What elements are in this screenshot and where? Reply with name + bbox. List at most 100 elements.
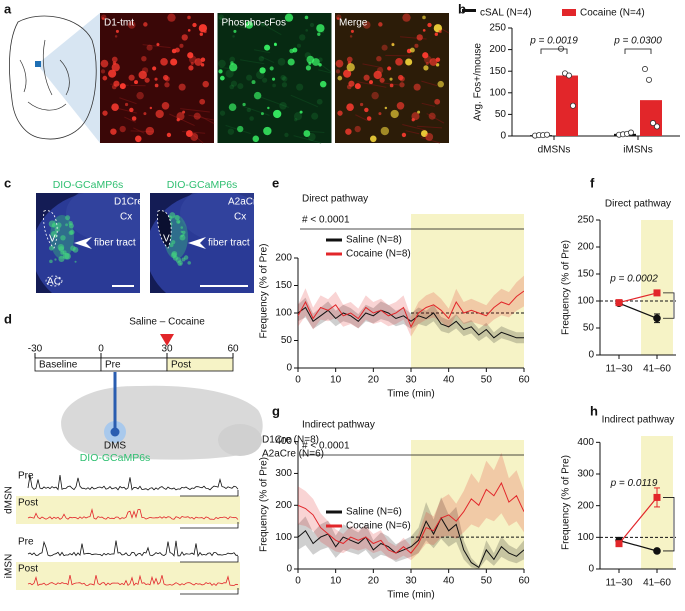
data-point <box>654 494 661 501</box>
timeline-tick-label: 30 <box>161 344 173 355</box>
x-tick-label: 11–30 <box>605 364 633 375</box>
x-tick-label: 20 <box>368 576 380 587</box>
cell <box>423 29 426 32</box>
cell <box>299 34 305 40</box>
cell <box>112 63 120 71</box>
cell <box>310 23 314 27</box>
x-tick-label: 0 <box>295 576 301 587</box>
region-label: Cx <box>120 212 132 223</box>
data-point <box>642 66 647 71</box>
cell <box>200 33 203 36</box>
phase-label: Post <box>171 360 191 371</box>
cell <box>267 107 269 109</box>
cell <box>167 133 171 137</box>
cell <box>129 75 135 81</box>
data-point <box>544 132 549 137</box>
data-point <box>646 77 651 82</box>
cell <box>253 136 260 143</box>
cell <box>246 75 252 81</box>
cell <box>320 81 326 87</box>
p-value: p = 0.0002 <box>609 274 658 285</box>
y-tick-label: 250 <box>489 23 506 34</box>
cell <box>273 110 281 118</box>
cell <box>317 33 320 36</box>
y-tick-label: 200 <box>489 44 506 55</box>
cell <box>177 118 180 121</box>
cell <box>237 126 243 132</box>
expression <box>73 247 79 253</box>
cell <box>146 127 154 135</box>
y-tick-label: 0 <box>500 131 506 142</box>
expression <box>49 260 53 264</box>
x-tick-label: 60 <box>518 375 530 386</box>
cell <box>247 108 251 112</box>
cell <box>142 67 148 73</box>
expression <box>75 261 77 263</box>
timeline-tick-label: 0 <box>98 344 104 355</box>
cell <box>410 48 415 53</box>
highlight <box>641 220 673 355</box>
cell <box>129 108 133 112</box>
cell <box>156 43 159 46</box>
highlight <box>411 214 524 368</box>
cell <box>296 84 303 91</box>
cell <box>101 69 105 73</box>
x-tick-label: 60 <box>518 576 530 587</box>
cell <box>229 63 237 71</box>
cell <box>439 30 442 33</box>
x-tick-label: 10 <box>330 576 342 587</box>
cell <box>337 111 342 116</box>
y-tick-label: 0 <box>588 350 594 361</box>
y-tick-label: 100 <box>275 532 292 543</box>
ventricle-label: V <box>49 234 56 245</box>
cell <box>101 60 109 68</box>
y-tick-label: 200 <box>577 242 594 253</box>
cell <box>254 92 261 99</box>
timeline-tick-label: -30 <box>28 344 43 355</box>
y-tick-label: 150 <box>275 280 292 291</box>
panel-letter: c <box>4 175 11 190</box>
cell <box>355 83 361 89</box>
cell <box>381 127 389 135</box>
scale-bar <box>180 556 238 562</box>
bar <box>640 100 662 136</box>
cell <box>110 128 116 134</box>
cell <box>160 58 168 66</box>
cell <box>397 102 405 110</box>
cell <box>115 35 117 37</box>
p-value: p = 0.0300 <box>613 36 662 47</box>
cell <box>272 84 276 88</box>
cell <box>292 48 297 53</box>
cell-type: iMSN <box>4 554 15 578</box>
chart-title: Indirect pathway <box>602 415 675 426</box>
cell <box>179 44 183 48</box>
cell <box>308 133 316 141</box>
y-tick-label: 150 <box>489 66 506 77</box>
cell <box>261 112 264 115</box>
cell <box>402 133 406 137</box>
cell <box>284 133 288 137</box>
legend-label: Cocaine (N=8) <box>346 249 411 260</box>
data-point <box>628 130 633 135</box>
cell <box>417 34 423 40</box>
mouse-line: A2aCre <box>228 197 262 208</box>
cell <box>434 99 440 105</box>
cell <box>102 111 107 116</box>
cell <box>188 65 193 70</box>
cell <box>175 48 180 53</box>
cell <box>220 111 225 116</box>
phase-label: Pre <box>105 360 121 371</box>
cell <box>102 76 107 81</box>
cell <box>259 67 265 73</box>
chart-title: Direct pathway <box>302 194 368 205</box>
commissure-label: AC <box>47 277 61 288</box>
cell <box>190 133 198 141</box>
y-axis-title: Frequency (% of Pre) <box>561 240 572 335</box>
y-axis-title: Frequency (% of Pre) <box>561 455 572 550</box>
chart-title: Indirect pathway <box>302 420 375 431</box>
y-tick-label: 100 <box>577 296 594 307</box>
ventricle-label: V <box>163 234 170 245</box>
cell <box>143 112 146 115</box>
x-tick-label: dMSNs <box>538 145 571 156</box>
